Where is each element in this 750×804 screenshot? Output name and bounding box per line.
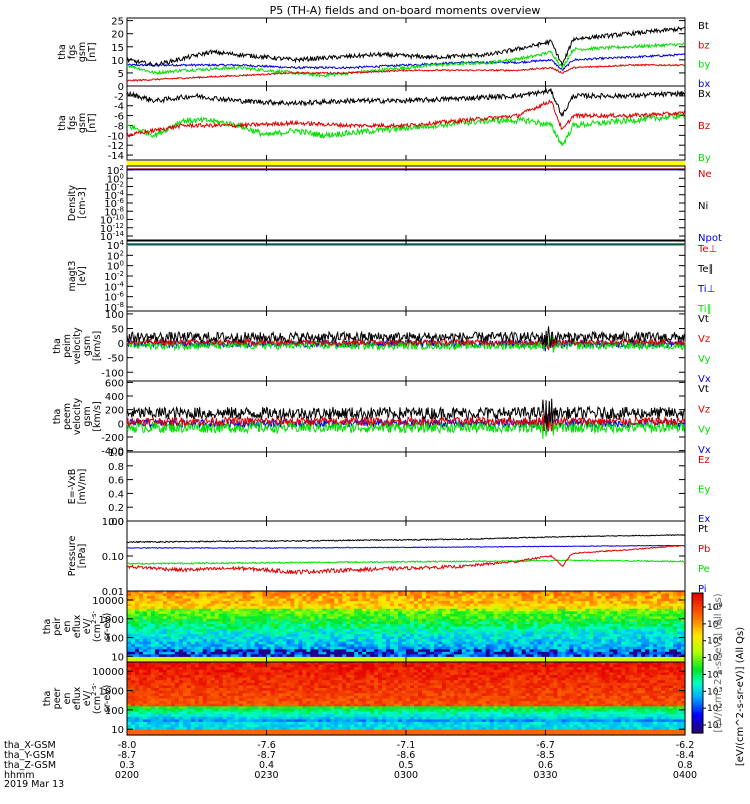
y-tick-label: 100 bbox=[105, 310, 124, 321]
colorbar-label-overlay: [eV/(cm^2-s-sr-eV)] (All Qs) bbox=[713, 593, 724, 732]
panel-frame bbox=[127, 86, 685, 160]
x-date-label: 2019 Mar 13 bbox=[4, 779, 64, 790]
y-tick-label: -14 bbox=[108, 151, 124, 162]
y-axis-label-line: [cm-3] bbox=[77, 187, 88, 218]
legend-vz: Vz bbox=[698, 404, 710, 415]
legend-te∥: Te∥ bbox=[697, 264, 714, 275]
legend-ez: Ez bbox=[698, 455, 710, 466]
x-row-value: 0330 bbox=[533, 770, 557, 781]
y-axis-label-line: sr-eV) bbox=[102, 613, 113, 641]
legend-vt: Vt bbox=[698, 384, 709, 395]
y-tick-label: -50 bbox=[108, 354, 124, 365]
legend-pe: Pe bbox=[698, 564, 710, 575]
legend-ni: Ni bbox=[698, 201, 708, 212]
y-tick-label: 0.2 bbox=[108, 503, 124, 514]
y-tick-label: 0.4 bbox=[108, 489, 124, 500]
legend-ey: Ey bbox=[698, 485, 710, 496]
x-row-value: 0200 bbox=[115, 770, 139, 781]
legend-by: By bbox=[698, 153, 711, 164]
y-tick-label: 10 bbox=[111, 652, 124, 663]
legend-ti⊥: Ti⊥ bbox=[697, 284, 715, 295]
y-tick-label: 20 bbox=[111, 30, 124, 41]
y-tick-label: 50 bbox=[111, 325, 124, 336]
colorbar-label: [eV/(cm^2-s-sr-eV)] (All Qs) bbox=[735, 627, 746, 766]
series-by bbox=[127, 113, 685, 146]
plot-title: P5 (TH-A) fields and on-board moments ov… bbox=[270, 4, 541, 17]
y-axis-label-line: [km/s] bbox=[92, 331, 103, 361]
legend-te⊥: Te⊥ bbox=[697, 244, 717, 255]
legend-ne: Ne bbox=[698, 169, 712, 180]
colorbar: 108107106105104103102101[eV/(cm^2-s-sr-e… bbox=[692, 593, 746, 766]
y-tick-label: 0.6 bbox=[108, 476, 124, 487]
legend-vz: Vz bbox=[698, 334, 710, 345]
legend-bx: Bx bbox=[698, 89, 711, 100]
y-tick-label: 25 bbox=[111, 17, 124, 28]
legend-vy: Vy bbox=[698, 354, 711, 365]
y-axis-label-line: [mV/m] bbox=[77, 469, 88, 505]
panel-frame bbox=[127, 452, 685, 521]
y-axis-label-line: [nT] bbox=[87, 42, 98, 61]
y-tick-label: 10000 bbox=[92, 596, 124, 607]
legend-vy: Vy bbox=[698, 425, 711, 436]
y-tick-label: 0.8 bbox=[108, 462, 124, 473]
x-row-value: 0230 bbox=[254, 770, 278, 781]
spectrogram-peir-eflux bbox=[127, 591, 686, 663]
y-tick-label: 15 bbox=[111, 43, 124, 54]
series-bx bbox=[127, 89, 685, 117]
y-tick-label: -200 bbox=[101, 433, 124, 444]
spectrogram-peer-eflux bbox=[127, 662, 686, 736]
y-tick-label: 200 bbox=[105, 406, 124, 417]
y-tick-label: 10 bbox=[111, 56, 124, 67]
legend-bz: bz bbox=[698, 40, 710, 51]
series-pb bbox=[127, 546, 685, 574]
y-tick-label: 1.00 bbox=[102, 517, 124, 528]
panel-frame bbox=[127, 166, 685, 240]
legend-bt: Bt bbox=[698, 21, 709, 32]
panel-frame bbox=[127, 521, 685, 591]
y-tick-label: 400 bbox=[105, 392, 124, 403]
y-tick-label: 5 bbox=[118, 69, 124, 80]
y-tick-label: 10000 bbox=[92, 667, 124, 678]
legend-bz: Bz bbox=[698, 121, 710, 132]
panel-frame bbox=[127, 241, 685, 311]
legend-pb: Pb bbox=[698, 544, 710, 555]
panel-temperature: 10410210010-210-410-610-8magt3[eV]Te⊥Te∥… bbox=[67, 239, 717, 315]
legend-vt: Vt bbox=[698, 314, 709, 325]
series-pi bbox=[127, 545, 685, 548]
legend-by: by bbox=[698, 60, 710, 71]
panel-density: 10210010-210-410-610-810-1010-1210-14Den… bbox=[67, 164, 722, 244]
y-tick-label: 0 bbox=[118, 339, 124, 350]
y-tick-label: 1.0 bbox=[108, 448, 124, 459]
y-tick-label: 10 bbox=[111, 725, 124, 736]
legend-pt: Pt bbox=[698, 524, 708, 535]
x-row-value: 0400 bbox=[673, 770, 697, 781]
series-by bbox=[127, 43, 685, 77]
y-tick-label: 600 bbox=[105, 378, 124, 389]
y-axis-label-line: [km/s] bbox=[92, 401, 103, 431]
y-tick-label: 0 bbox=[118, 419, 124, 430]
legend-npot: Npot bbox=[698, 233, 722, 244]
y-axis-label-line: sr-eV) bbox=[102, 685, 113, 713]
series-pe bbox=[127, 560, 685, 565]
yellow-status-bar bbox=[127, 161, 685, 166]
series-bt bbox=[127, 27, 685, 67]
y-axis-label-line: [eV] bbox=[77, 266, 88, 286]
y-tick-label: 0.10 bbox=[102, 552, 124, 563]
y-axis-label-line: [nT] bbox=[87, 113, 98, 132]
x-axis-annotation: tha_X-GSM-8.0-7.6-7.1-6.7-6.2tha_Y-GSM-8… bbox=[4, 740, 697, 790]
series-vy bbox=[127, 415, 685, 438]
x-row-value: 0300 bbox=[394, 770, 418, 781]
y-axis-label-line: [nPa] bbox=[77, 544, 88, 569]
series-pt bbox=[127, 535, 685, 543]
